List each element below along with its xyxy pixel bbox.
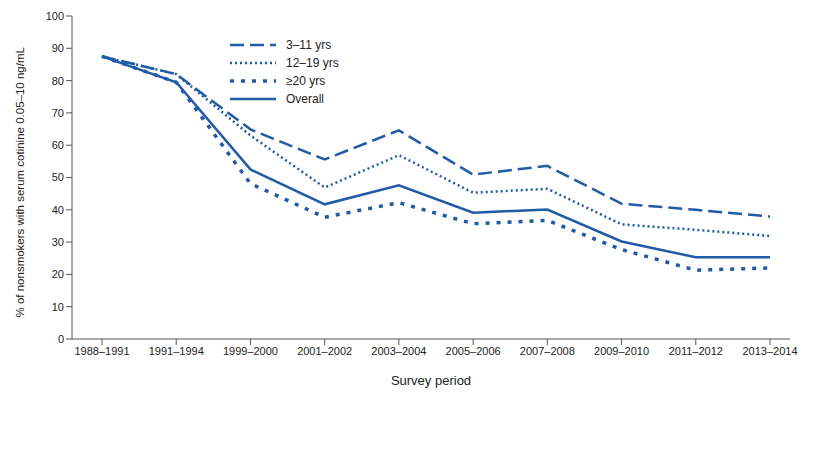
svg-text:2013–2014: 2013–2014 [742,345,797,357]
svg-text:2007–2008: 2007–2008 [520,345,575,357]
html-text:12–19 yrs: 12–19 yrs [286,56,339,70]
svg-text:2003–2004: 2003–2004 [371,345,426,357]
svg-text:20: 20 [52,268,64,280]
svg-text:2011–2012: 2011–2012 [669,345,723,357]
svg-text:50: 50 [52,171,64,183]
svg-text:10: 10 [52,301,64,313]
html-text:3–11 yrs: 3–11 yrs [286,38,332,52]
svg-text:Survey period: Survey period [391,373,471,388]
svg-text:1999–2000: 1999–2000 [223,345,278,357]
svg-text:30: 30 [52,236,64,248]
svg-text:2001–2002: 2001–2002 [297,345,352,357]
svg-text:80: 80 [52,75,64,87]
html-text:≥20 yrs: ≥20 yrs [286,74,326,88]
svg-text:100: 100 [46,10,64,22]
svg-text:70: 70 [52,107,64,119]
svg-text:2005–2006: 2005–2006 [446,345,501,357]
svg-text:1988–1991: 1988–1991 [74,345,129,357]
svg-text:40: 40 [52,204,64,216]
svg-text:2009–2010: 2009–2010 [594,345,649,357]
svg-text:60: 60 [52,139,64,151]
svg-text:1991–1994: 1991–1994 [149,345,204,357]
svg-text:0: 0 [58,333,64,345]
svg-text:% of nonsmokers with serum cot: % of nonsmokers with serum cotinine 0.05… [14,47,26,318]
html-text:Overall: Overall [286,92,324,106]
svg-text:90: 90 [52,42,64,54]
